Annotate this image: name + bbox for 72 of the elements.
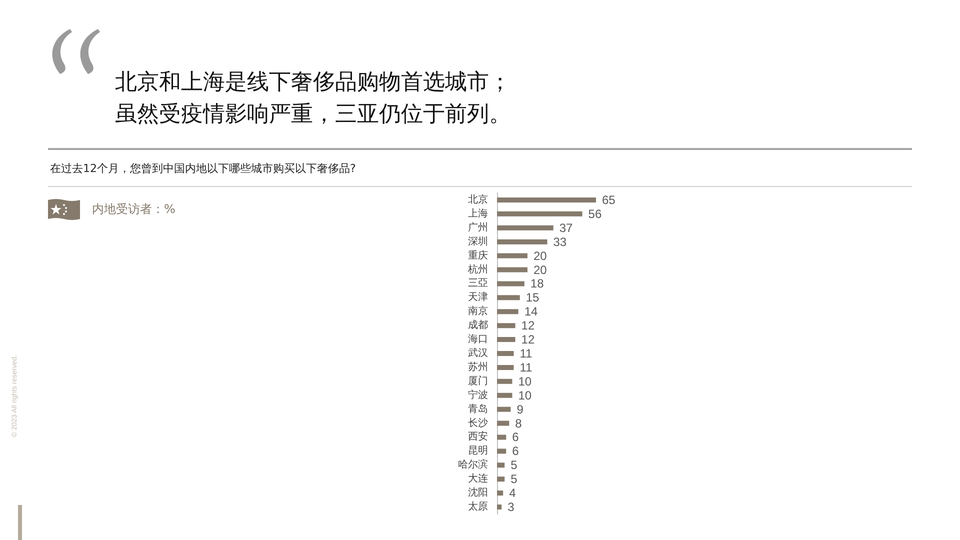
bar: [497, 462, 505, 468]
y-tick-label: 苏州: [468, 360, 488, 373]
y-tick-label: 杭州: [467, 263, 488, 276]
bar: [497, 197, 596, 202]
y-tick-label: 宁波: [468, 388, 488, 401]
y-tick-label: 上海: [468, 207, 488, 220]
bar: [497, 434, 506, 440]
y-tick-label: 沈阳: [468, 486, 488, 499]
bar: [497, 295, 520, 300]
bar: [497, 364, 514, 370]
y-tick-label: 南京: [468, 305, 488, 318]
data-label: 6: [512, 444, 520, 458]
bar: [497, 392, 512, 398]
bar: [497, 267, 528, 272]
bar: [497, 239, 548, 244]
data-label: 14: [524, 304, 538, 319]
bar: [497, 490, 504, 496]
y-tick-label: 太原: [468, 500, 488, 513]
bar: [497, 448, 506, 454]
data-label: 12: [521, 332, 535, 347]
bar: [497, 253, 528, 258]
bar: [497, 420, 510, 426]
data-label: 4: [509, 486, 516, 500]
y-tick-label: 海口: [468, 333, 488, 346]
text: 在过去12个月，您曾到中国内地以下哪些城市购买以下奢侈品?: [50, 161, 356, 176]
y-tick-label: 哈尔滨: [458, 458, 488, 471]
y-tick-label: 重庆: [468, 249, 488, 262]
text: 北京和上海是线下奢侈品购物首选城市；虽然受疫情影响严重，三亚仍位于前列。: [115, 69, 512, 129]
bar: [497, 211, 582, 216]
bar: [497, 504, 502, 510]
y-tick-label: 北京: [468, 193, 488, 206]
data-label: 8: [515, 416, 522, 430]
data-label: 9: [516, 402, 524, 416]
data-label: 5: [510, 458, 518, 472]
data-label: 18: [530, 276, 544, 291]
y-tick-label: 昆明: [468, 446, 488, 457]
data-label: 6: [512, 430, 520, 444]
bar: [497, 225, 554, 230]
data-label: 11: [520, 346, 533, 360]
bar: [497, 406, 511, 412]
text: 内地受访者：%: [92, 201, 176, 218]
bar: [497, 378, 512, 384]
data-label: 15: [526, 290, 540, 305]
data-label: 20: [533, 248, 548, 263]
bar: [497, 281, 524, 286]
y-tick-label: 广州: [468, 221, 488, 234]
bar: [497, 476, 505, 482]
data-label: 10: [518, 388, 532, 402]
bar: [497, 323, 516, 328]
data-label: 20: [533, 262, 548, 277]
data-label: 65: [602, 192, 616, 207]
y-tick-label: 青岛: [468, 402, 488, 415]
data-label: 3: [508, 500, 515, 514]
y-tick-label: 成都: [468, 319, 488, 332]
y-tick-label: 武汉: [468, 347, 488, 359]
data-label: 37: [559, 220, 574, 235]
y-tick-label: 厦门: [468, 374, 488, 387]
bar: [497, 309, 518, 314]
data-label: 11: [520, 360, 533, 374]
y-tick-label: 大连: [468, 472, 488, 485]
y-tick-label: 西安: [468, 430, 488, 443]
data-label: 5: [510, 472, 518, 486]
data-label: 33: [553, 234, 567, 249]
y-tick-label: 三亞: [468, 278, 488, 290]
data-label: 10: [518, 374, 532, 388]
bar: [497, 337, 516, 342]
y-tick-label: 长沙: [468, 416, 488, 429]
data-label: 12: [521, 318, 535, 333]
y-tick-label: 深圳: [468, 235, 488, 248]
y-tick-label: 天津: [468, 291, 488, 304]
data-label: 56: [588, 206, 602, 221]
bar: [497, 351, 514, 356]
